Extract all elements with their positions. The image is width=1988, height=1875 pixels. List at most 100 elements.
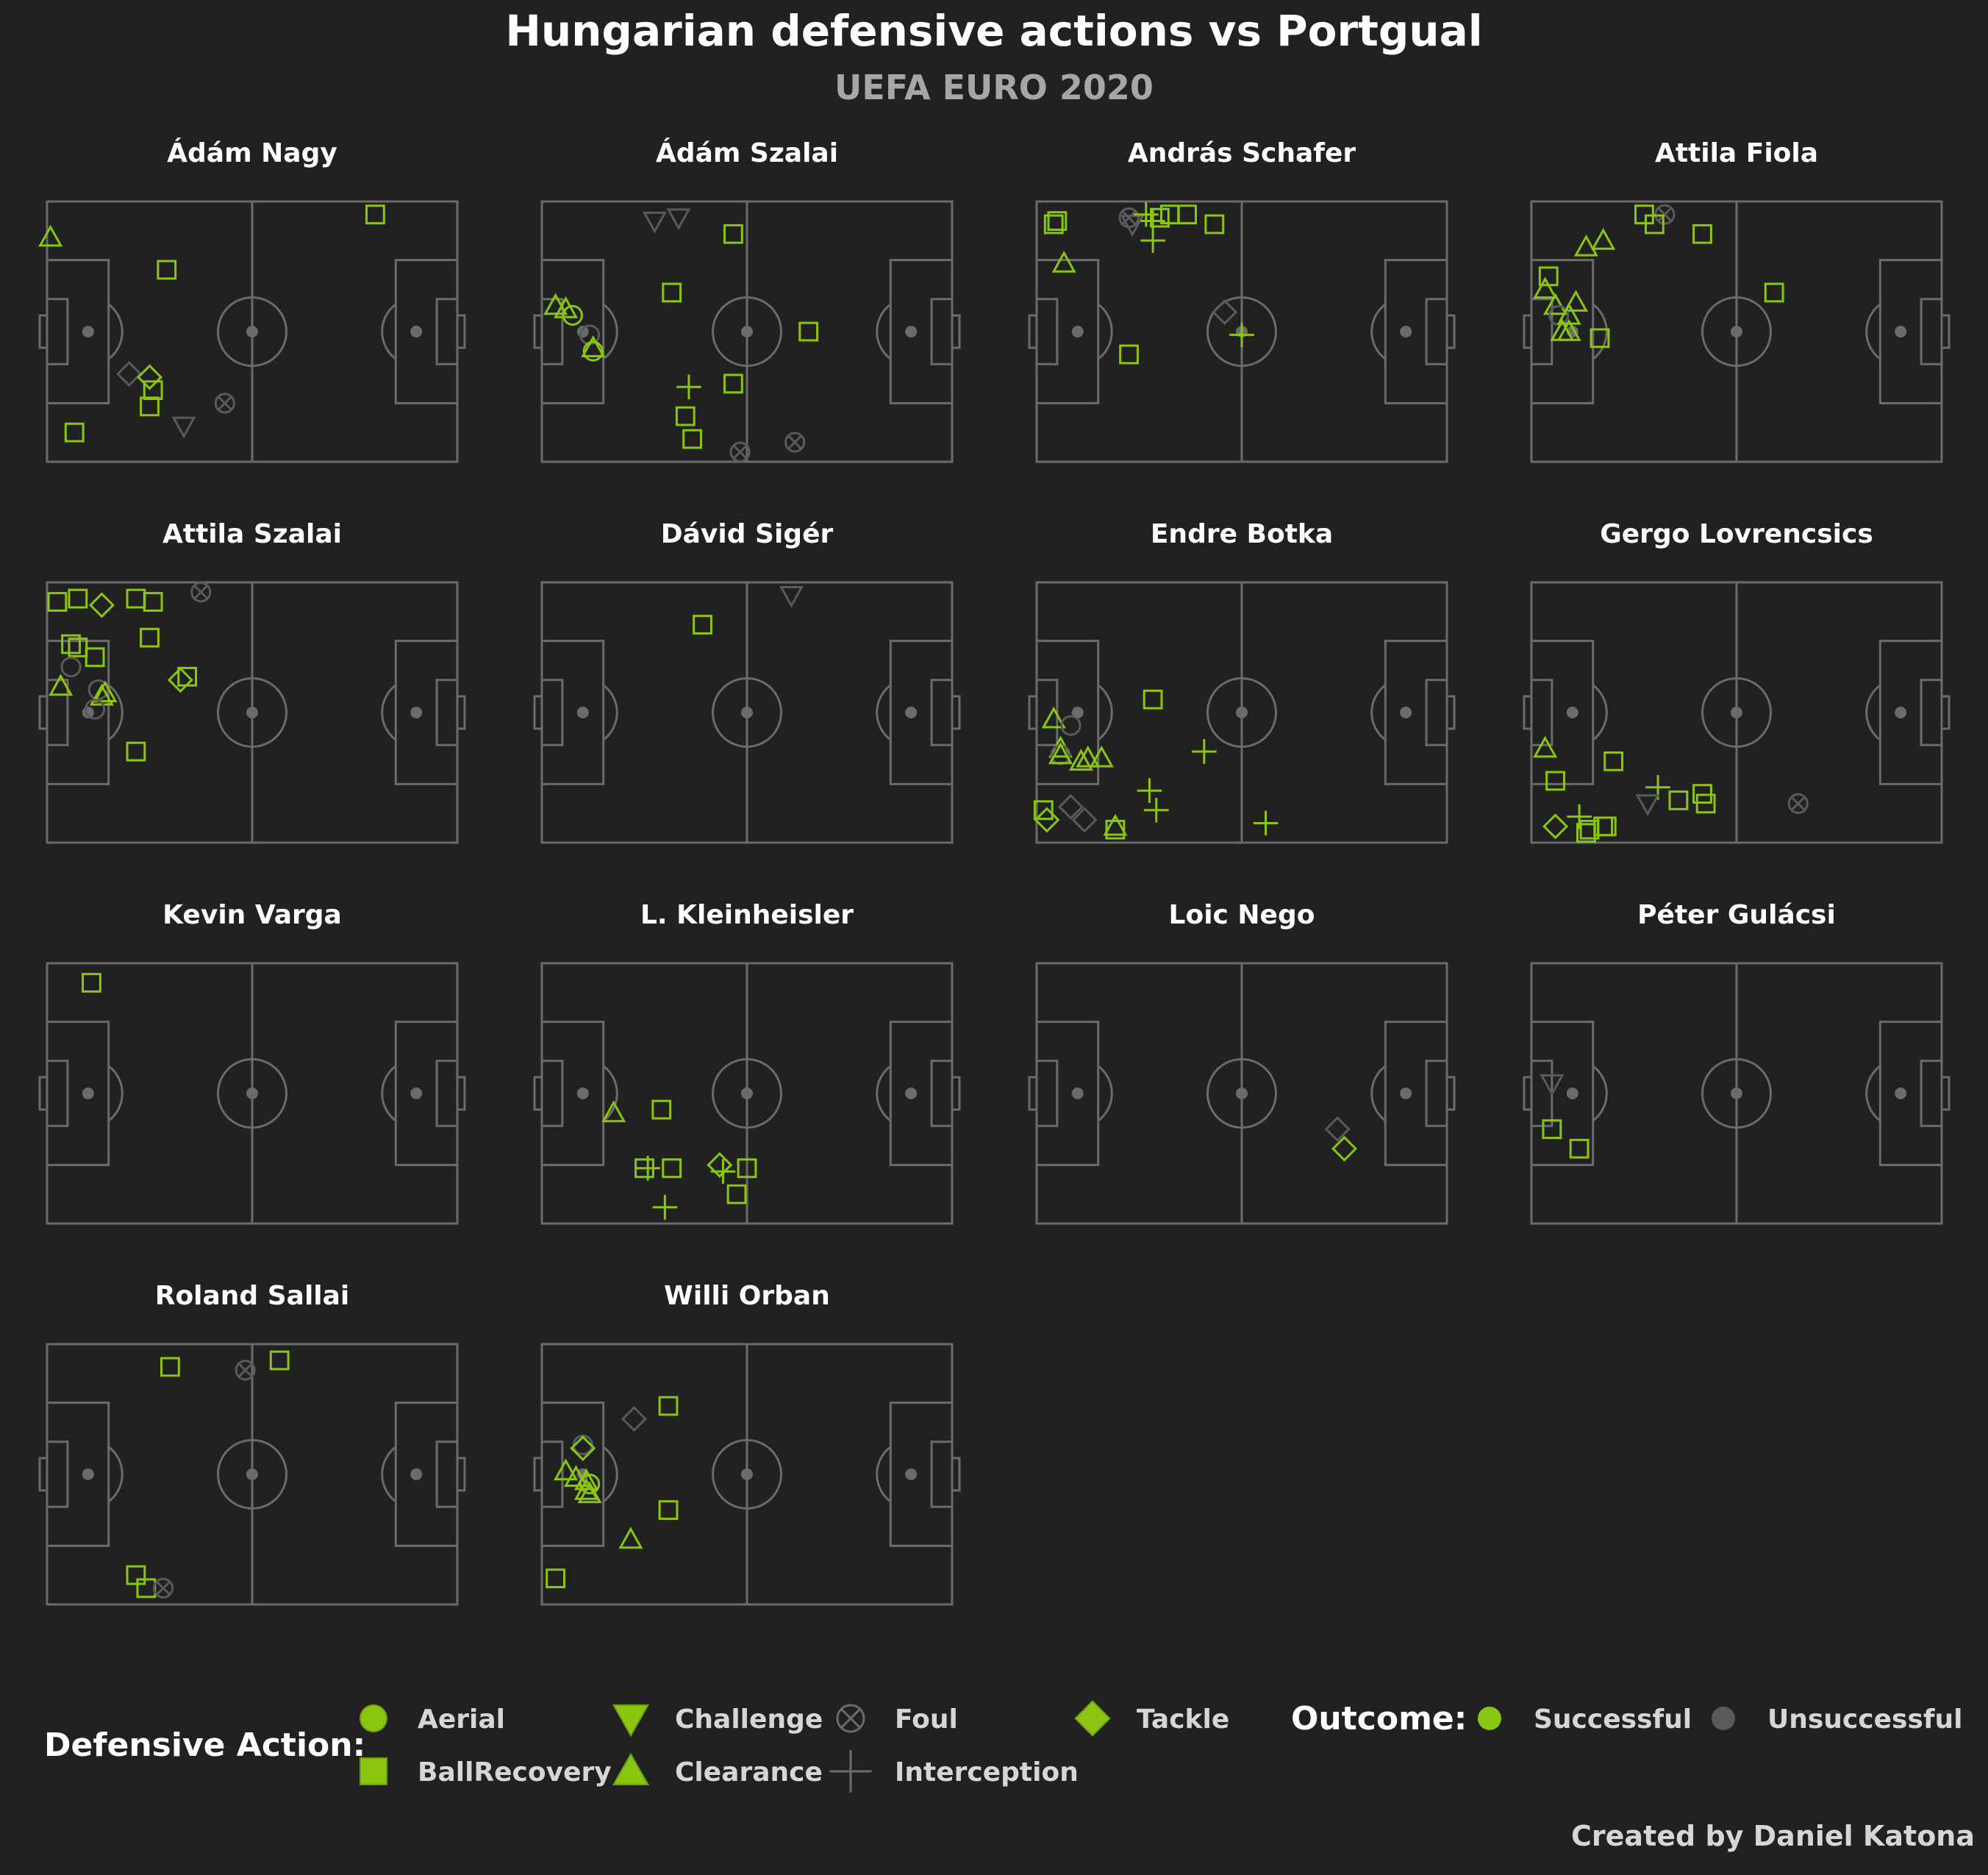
event-marker <box>582 340 604 362</box>
goal <box>533 314 543 349</box>
penalty-box <box>889 259 954 404</box>
event-marker <box>157 260 177 280</box>
event-marker <box>140 396 160 417</box>
legend-marker-foul <box>836 1704 865 1733</box>
penalty-box <box>540 259 605 404</box>
penalty-spot <box>82 1468 94 1480</box>
pitch-panel-adam-nagy: Ádám Nagy <box>38 138 466 463</box>
goal <box>456 1076 466 1111</box>
penalty-box <box>46 259 110 404</box>
penalty-arc <box>1592 1065 1608 1122</box>
centre-spot <box>741 707 753 718</box>
legend-item-foul: Foul <box>836 1704 958 1735</box>
chart-title: Hungarian defensive actions vs Portgual <box>505 6 1483 56</box>
event-marker <box>136 1578 157 1599</box>
penalty-box <box>1384 1021 1448 1166</box>
legend-label: Clearance <box>675 1757 823 1788</box>
legend-item-interception: Interception <box>829 1750 1079 1793</box>
penalty-box <box>1878 640 1943 785</box>
centre-spot <box>1236 1088 1248 1099</box>
event-marker <box>1089 745 1114 768</box>
legend-label: Foul <box>895 1704 958 1735</box>
legend-item-aerial: Aerial <box>360 1704 505 1735</box>
event-marker <box>64 422 85 443</box>
centre-circle <box>1701 677 1772 748</box>
penalty-arc <box>381 1065 397 1122</box>
event-marker <box>784 432 806 453</box>
event-marker <box>554 1458 579 1481</box>
goal <box>1523 314 1533 349</box>
event-marker <box>160 1357 180 1377</box>
event-marker <box>554 296 579 318</box>
event-marker <box>570 1435 596 1462</box>
event-marker <box>1060 715 1081 736</box>
legend-marker-tackle <box>1074 1700 1111 1737</box>
penalty-spot <box>905 707 918 718</box>
six-yard-box <box>46 298 69 365</box>
event-marker <box>1569 1138 1590 1159</box>
legend-marker-ballrecovery <box>360 1757 387 1785</box>
event-marker <box>1212 299 1238 325</box>
penalty-spot <box>576 1088 589 1099</box>
pitch-panel-kevin-varga: Kevin Varga <box>38 900 466 1225</box>
goal <box>533 1457 543 1492</box>
penalty-box <box>46 1021 110 1166</box>
penalty-arc <box>1865 684 1881 741</box>
penalty-arc <box>1592 303 1608 360</box>
event-marker <box>1590 328 1610 349</box>
centre-circle <box>1206 1058 1277 1129</box>
penalty-spot <box>1895 1088 1907 1099</box>
penalty-box <box>1878 1021 1943 1166</box>
player-name: Loic Nego <box>1169 900 1315 930</box>
event-marker <box>1542 813 1569 840</box>
event-marker <box>47 592 68 612</box>
player-name: Kevin Varga <box>162 900 342 930</box>
event-marker <box>190 582 212 603</box>
penalty-box <box>394 1021 459 1166</box>
legend-item-ballrecovery: BallRecovery <box>360 1757 612 1788</box>
penalty-arc <box>107 1065 124 1122</box>
centre-spot <box>741 1088 753 1099</box>
event-marker <box>1645 214 1665 235</box>
goal <box>1445 314 1456 349</box>
goal <box>456 314 466 349</box>
event-marker <box>136 364 163 390</box>
six-yard-box <box>1530 1060 1553 1127</box>
penalty-arc <box>602 303 618 360</box>
penalty-box <box>46 1401 110 1547</box>
penalty-box <box>394 1401 459 1547</box>
event-marker <box>116 361 143 388</box>
penalty-box <box>889 640 954 785</box>
penalty-spot <box>905 1088 918 1099</box>
penalty-arc <box>381 303 397 360</box>
event-marker <box>1048 742 1073 765</box>
goal <box>456 695 466 730</box>
goal <box>951 314 961 349</box>
event-marker <box>1047 211 1068 231</box>
goal <box>1940 695 1951 730</box>
goal <box>38 695 49 730</box>
centre-circle <box>1701 296 1772 367</box>
six-yard-box <box>1425 298 1448 365</box>
event-marker <box>577 1481 602 1504</box>
six-yard-box <box>1920 1060 1943 1127</box>
event-marker <box>1192 739 1217 764</box>
event-marker <box>682 429 703 449</box>
penalty-arc <box>381 684 397 741</box>
event-marker <box>737 1158 757 1179</box>
six-yard-box <box>46 1060 69 1127</box>
event-marker <box>1137 778 1162 803</box>
event-marker <box>1591 228 1616 250</box>
penalty-arc <box>876 1446 892 1503</box>
penalty-arc <box>107 684 124 741</box>
six-yard-box <box>1035 1060 1059 1127</box>
goal <box>1940 1076 1951 1111</box>
centre-circle <box>1206 296 1277 367</box>
player-name: Dávid Sigér <box>661 519 834 549</box>
legend-item-challenge: Challenge <box>612 1704 823 1738</box>
event-marker <box>1695 793 1716 814</box>
goal <box>1523 1076 1533 1111</box>
event-marker <box>723 374 743 394</box>
six-yard-box <box>930 298 954 365</box>
event-marker <box>1253 810 1279 836</box>
